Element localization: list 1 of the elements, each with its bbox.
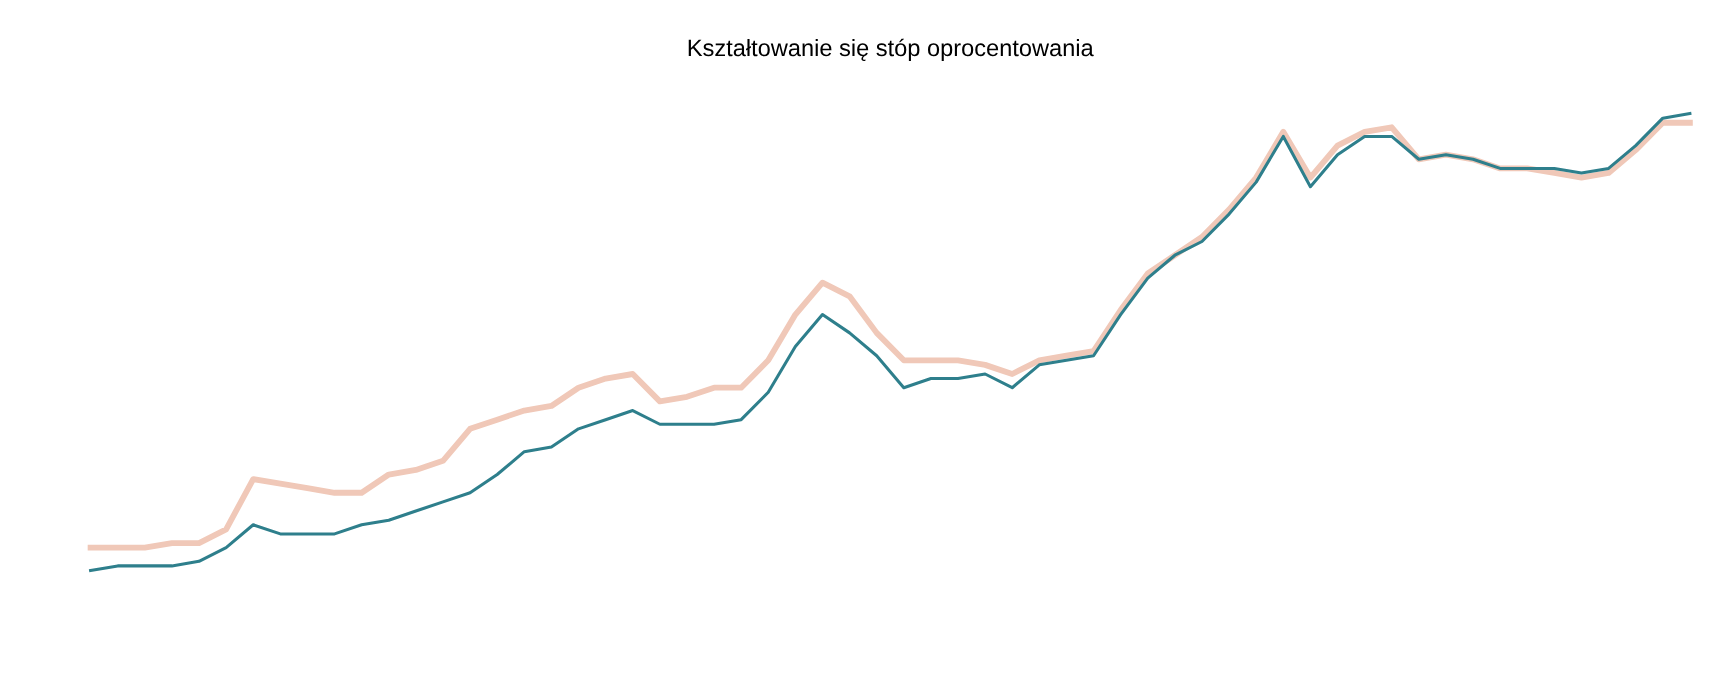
chart-title: Kształtowanie się stóp oprocentowania bbox=[688, 38, 1094, 61]
